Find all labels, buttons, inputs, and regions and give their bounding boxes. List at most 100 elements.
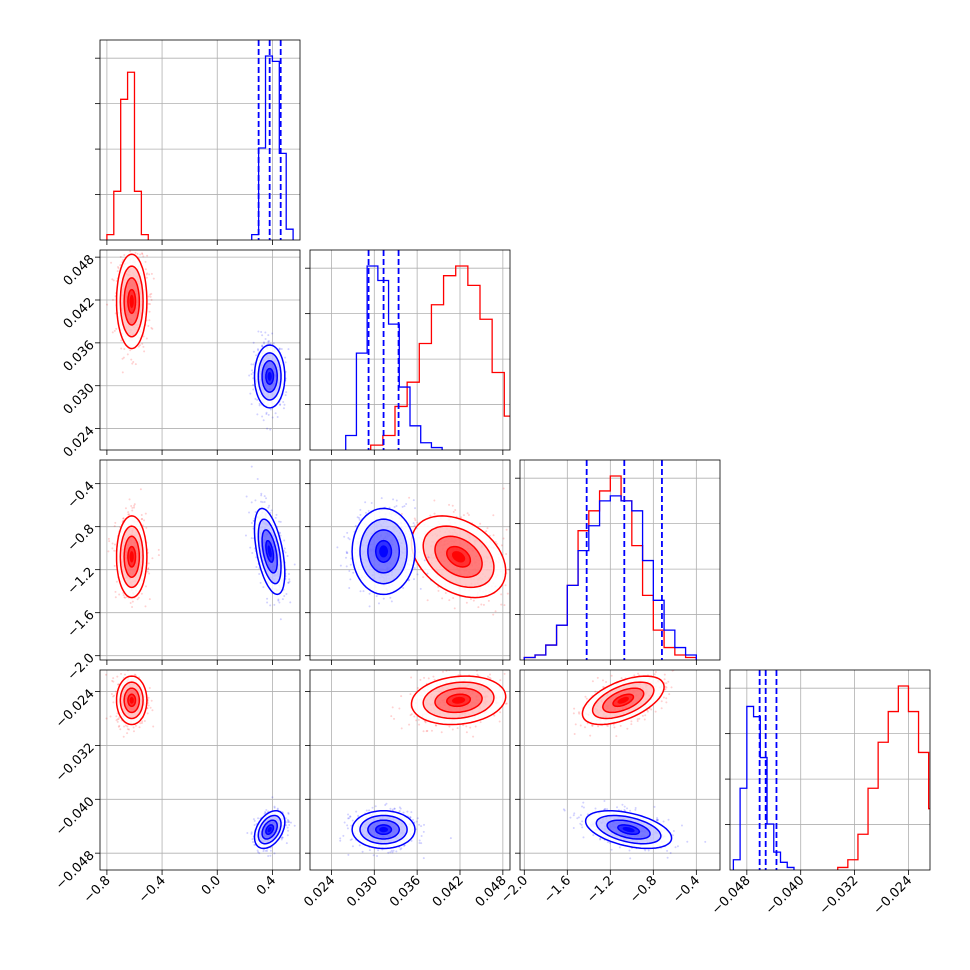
- scatter-point-red: [117, 267, 120, 270]
- scatter-point-red: [423, 676, 426, 679]
- scatter-point-red: [533, 714, 535, 716]
- scatter-point-blue: [251, 838, 254, 841]
- scatter-point-red: [465, 731, 468, 734]
- scatter-point-blue: [284, 361, 287, 364]
- scatter-point-red: [466, 512, 469, 515]
- scatter-point-red: [134, 724, 137, 727]
- scatter-point-red: [116, 270, 119, 273]
- panel-1-vs-2: [100, 250, 300, 450]
- scatter-point-red: [111, 278, 114, 281]
- scatter-point-red: [123, 596, 126, 599]
- scatter-point-red: [124, 724, 127, 727]
- scatter-point-blue: [250, 363, 253, 366]
- scatter-point-blue: [254, 397, 257, 400]
- scatter-point-red: [115, 719, 118, 722]
- scatter-point-blue: [271, 332, 274, 335]
- scatter-point-red: [141, 720, 144, 723]
- scatter-point-red: [117, 717, 120, 720]
- scatter-point-red: [448, 599, 451, 602]
- scatter-point-blue: [408, 578, 411, 581]
- scatter-point-red: [115, 580, 118, 583]
- scatter-point-blue: [413, 524, 416, 527]
- scatter-point-red: [105, 717, 108, 720]
- scatter-point-red: [418, 723, 421, 726]
- scatter-point-red: [116, 718, 119, 721]
- scatter-point-red: [112, 279, 115, 282]
- scatter-point-blue: [250, 501, 253, 504]
- scatter-point-red: [140, 518, 143, 521]
- scatter-point-blue: [261, 345, 264, 348]
- scatter-point-red: [107, 550, 110, 553]
- scatter-point-red: [123, 347, 126, 350]
- scatter-point-red: [152, 277, 155, 280]
- scatter-point-blue: [267, 342, 270, 345]
- scatter-point-red: [146, 570, 149, 573]
- scatter-point-blue: [257, 851, 260, 854]
- scatter-point-red: [114, 590, 117, 593]
- scatter-point-red: [465, 601, 468, 604]
- scatter-point-blue: [426, 572, 429, 575]
- scatter-point-blue: [287, 819, 290, 822]
- scatter-point-blue: [356, 516, 359, 519]
- scatter-point-blue: [293, 563, 296, 566]
- scatter-point-red: [112, 695, 115, 698]
- scatter-point-blue: [267, 340, 270, 343]
- contour-blue: [253, 344, 286, 409]
- scatter-point-blue: [345, 550, 348, 553]
- scatter-point-red: [400, 512, 403, 515]
- scatter-point-red: [147, 567, 150, 570]
- scatter-point-red: [111, 679, 114, 682]
- scatter-point-red: [498, 720, 501, 723]
- scatter-point-red: [124, 507, 127, 510]
- scatter-point-red: [513, 564, 515, 566]
- scatter-point-blue: [287, 581, 290, 584]
- contour-blue: [265, 367, 275, 386]
- scatter-point-red: [460, 516, 463, 519]
- scatter-point-red: [114, 312, 117, 315]
- scatter-point-red: [116, 656, 118, 658]
- density-peak-blue: [267, 545, 272, 558]
- scatter-point-blue: [261, 501, 264, 504]
- scatter-point-red: [426, 599, 429, 602]
- scatter-point-red: [146, 254, 149, 257]
- scatter-point-red: [512, 616, 514, 618]
- scatter-point-blue: [284, 356, 287, 359]
- scatter-point-blue: [281, 598, 284, 601]
- scatter-point-red: [152, 725, 155, 728]
- contour-red: [123, 687, 141, 714]
- density-peak-red: [452, 551, 466, 563]
- scatter-point-red: [112, 680, 115, 683]
- scatter-point-blue: [354, 524, 357, 527]
- scatter-point-blue: [276, 807, 279, 810]
- scatter-point-red: [120, 347, 123, 350]
- scatter-point-blue: [269, 604, 272, 607]
- scatter-point-red: [417, 718, 420, 721]
- scatter-point-blue: [255, 565, 258, 568]
- panel-hist-1: [100, 40, 300, 240]
- scatter-point-blue: [269, 849, 272, 852]
- scatter-point-red: [136, 598, 139, 601]
- scatter-point-red: [408, 496, 411, 499]
- density-peak-red: [129, 696, 134, 704]
- scatter-point-blue: [283, 403, 286, 406]
- scatter-point-red: [147, 567, 150, 570]
- scatter-point-red: [143, 350, 146, 353]
- scatter-point-red: [146, 712, 149, 715]
- scatter-point-red: [140, 721, 143, 724]
- scatter-point-red: [146, 707, 149, 710]
- scatter-point-red: [131, 362, 134, 365]
- scatter-point-blue: [264, 811, 267, 814]
- scatter-point-red: [139, 488, 142, 491]
- scatter-point-red: [149, 706, 152, 709]
- scatter-point-blue: [273, 852, 276, 855]
- scatter-point-red: [129, 602, 132, 605]
- scatter-point-blue: [250, 537, 253, 540]
- scatter-point-blue: [370, 502, 373, 505]
- scatter-point-red: [111, 547, 114, 550]
- scatter-point-blue: [279, 520, 282, 523]
- scatter-point-red: [142, 335, 145, 338]
- scatter-point-red: [151, 709, 154, 712]
- scatter-point-blue: [375, 595, 378, 598]
- scatter-point-blue: [287, 348, 290, 351]
- scatter-point-red: [134, 363, 137, 366]
